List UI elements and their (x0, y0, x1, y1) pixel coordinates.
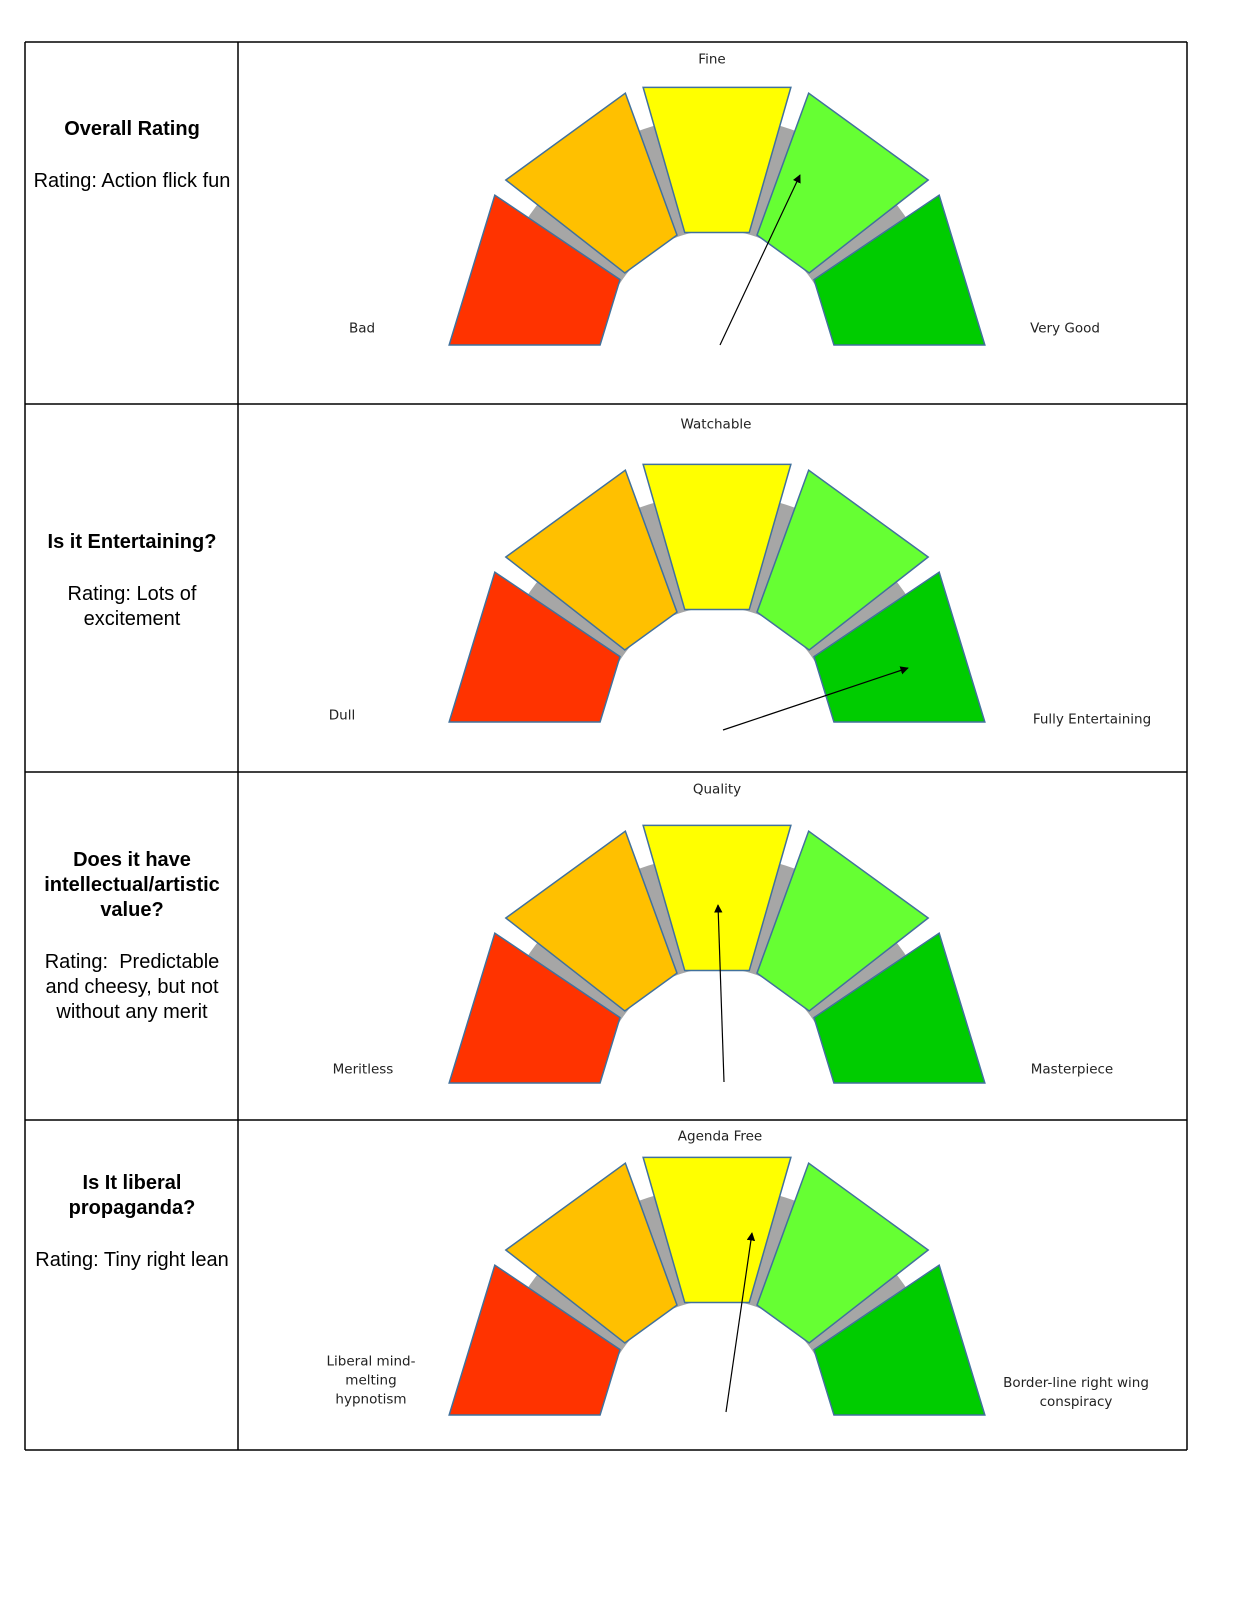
gauge-segment (756, 468, 930, 651)
gauge-left-label: Liberal mind-melting hypnotism (326, 1353, 416, 1408)
gauge-segment (642, 1156, 792, 1304)
row-title: Overall Rating (64, 118, 200, 140)
gauge-arrow (719, 174, 801, 346)
gauge-segment (448, 570, 621, 723)
gauge-segment (448, 931, 621, 1084)
gauge-right-label: Fully Entertaining (1032, 711, 1152, 728)
gauge-segment (504, 829, 678, 1012)
gauge-arrow (722, 666, 909, 731)
gauge-left-label: Bad (348, 320, 376, 337)
row-title: Is It liberal propaganda? (68, 1172, 196, 1219)
gauge-segment (813, 931, 986, 1084)
row-header: Is It liberal propaganda? Rating: Tiny ri… (30, 1171, 234, 1273)
row-header: Does it have intellectual/artistic value… (30, 848, 234, 1025)
gauge-segment (448, 1263, 621, 1416)
row-title: Does it have intellectual/artistic value… (44, 849, 220, 921)
gauge-segment (642, 824, 792, 972)
gauge-left-label: Dull (328, 707, 356, 724)
row-header: Overall Rating Rating: Action flick fun (30, 117, 234, 194)
gauge-segment (642, 86, 792, 234)
row-rating: Rating: Predictable and cheesy, but not … (44, 951, 225, 1023)
gauge-top-label: Quality (692, 781, 742, 798)
gauge-segment (756, 829, 930, 1012)
gauge-segment (813, 1263, 986, 1416)
gauge-arrow (714, 904, 725, 1083)
row-rating: Rating: Tiny right lean (35, 1249, 229, 1271)
gauge-arrow (725, 1232, 756, 1413)
gauge-segment (756, 91, 930, 274)
gauge-top-label: Agenda Free (677, 1128, 763, 1145)
gauge-segment (504, 91, 678, 274)
gauge-segment (813, 193, 986, 346)
gauge-segment (756, 1161, 930, 1344)
gauge-segment (504, 468, 678, 651)
gauge-right-label: Border-line right wing conspiracy (1003, 1375, 1149, 1410)
gauge-right-label: Very Good (1030, 320, 1100, 337)
gauge-right-label: Masterpiece (1030, 1061, 1114, 1078)
gauge-top-label: Watchable (680, 416, 752, 433)
gauge-segment (448, 193, 621, 346)
row-rating: Rating: Lots of excitement (67, 583, 203, 630)
gauge-left-label: Meritless (332, 1061, 394, 1078)
row-title: Is it Entertaining? (47, 531, 217, 553)
gauge-segment (813, 570, 986, 723)
gauge-top-label: Fine (698, 51, 726, 68)
gauge-segment (642, 463, 792, 611)
gauge-segment (504, 1161, 678, 1344)
row-header: Is it Entertaining? Rating: Lots of excit… (30, 530, 234, 632)
row-rating: Rating: Action flick fun (33, 170, 231, 192)
